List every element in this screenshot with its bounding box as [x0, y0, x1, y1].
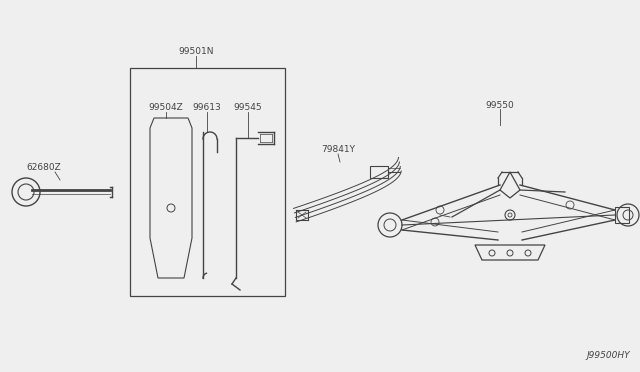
- Text: 99545: 99545: [234, 103, 262, 112]
- Bar: [370, 166, 388, 178]
- Text: 99613: 99613: [193, 103, 221, 112]
- Bar: [615, 207, 629, 223]
- Text: 62680Z: 62680Z: [27, 164, 61, 173]
- Text: 99550: 99550: [486, 100, 515, 109]
- Text: 99504Z: 99504Z: [148, 103, 184, 112]
- Bar: [130, 68, 285, 296]
- Text: 99501N: 99501N: [179, 48, 214, 57]
- Text: J99500HY: J99500HY: [586, 352, 630, 360]
- Text: 79841Y: 79841Y: [321, 145, 355, 154]
